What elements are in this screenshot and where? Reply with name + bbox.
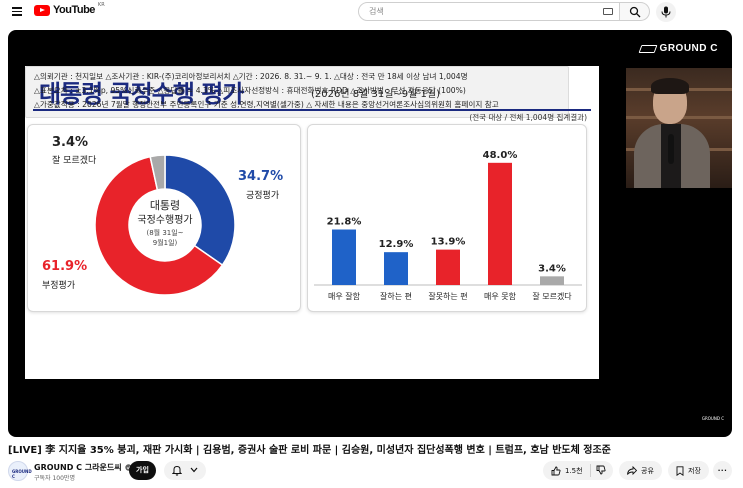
bar-3	[436, 249, 460, 285]
note-line-3: △가중값적용 : 2026년 7월말 행정안전부 주민등록인구 기준 성,연령,…	[34, 100, 499, 109]
share-icon	[627, 466, 637, 475]
menu-icon[interactable]	[12, 5, 24, 17]
subscribe-bell-button[interactable]	[164, 461, 206, 480]
pie-center-line-1: 대통령	[150, 199, 180, 212]
unknown-pct-label: 3.4%	[52, 135, 89, 150]
search-input[interactable]: 검색	[358, 2, 620, 21]
like-divider	[590, 464, 591, 477]
bar-category-label-2: 잘하는 편	[380, 291, 412, 301]
thumbs-down-icon[interactable]	[596, 465, 606, 475]
channel-avatar[interactable]: GROUND C	[8, 461, 32, 481]
like-count: 1.5천	[565, 466, 583, 475]
slide-date: (2026년 8월 31일~9월 1일)	[311, 89, 440, 100]
channel-watermark: GROUND C	[638, 43, 718, 54]
bar-5	[540, 276, 564, 285]
pie-slice-1	[164, 154, 236, 267]
share-label: 공유	[641, 466, 654, 475]
search-placeholder: 검색	[369, 7, 384, 16]
search-icon	[629, 6, 641, 18]
negative-pct-label: 61.9%	[42, 259, 88, 274]
bar-value-label-5: 3.4%	[538, 263, 566, 274]
bar-value-label-3: 13.9%	[431, 237, 466, 248]
pie-slice-3	[149, 154, 166, 191]
keyboard-icon[interactable]	[603, 8, 613, 15]
positive-pct-label: 34.7%	[238, 169, 284, 184]
save-label: 저장	[688, 466, 701, 475]
channel-row: GROUND C GROUND C 그라운드씨 구독자 100만명 가입 1.5…	[8, 459, 735, 483]
pie-center-line-2: 국정수행평가	[137, 214, 192, 226]
youtube-logo[interactable]: YouTube KR	[34, 2, 105, 16]
ground-c-logo-icon	[638, 44, 658, 53]
bar-category-label-3: 잘못하는 편	[428, 291, 467, 301]
bar-value-label-2: 12.9%	[379, 239, 414, 250]
logo-text: YouTube	[53, 4, 95, 16]
note-line-1: △의뢰기관 : 천지일보 △조사기관 : KIR-(주)코리아정보리서치 △기간…	[34, 72, 468, 81]
subscriber-count: 구독자 100만명	[34, 475, 75, 482]
bar-4	[488, 162, 512, 285]
video-player[interactable]: GROUND C 대통령 국정수행 평가 (2026년 8월 31일~9월 1일…	[8, 30, 732, 437]
negative-label: 부정평가	[42, 281, 76, 291]
pie-center-line-4: 9월1일)	[153, 238, 178, 247]
bar-chart-panel: 21.8% 매우 잘함 12.9% 잘하는 편 13.9% 잘못하는 편 48.0% 매우 못…	[307, 124, 587, 312]
channel-name[interactable]: GROUND C 그라운드씨	[34, 462, 133, 473]
avatar-text: GROUND C	[12, 469, 32, 479]
like-button[interactable]: 1.5천	[543, 461, 613, 480]
play-logo-icon	[34, 4, 50, 16]
poll-slide: 대통령 국정수행 평가 (2026년 8월 31일~9월 1일) (전국 대상 …	[25, 66, 599, 379]
save-button[interactable]: 저장	[668, 461, 709, 480]
slide-title: 대통령 국정수행 평가	[39, 80, 244, 108]
microphone-icon	[661, 6, 671, 18]
bar-chart: 21.8% 매우 잘함 12.9% 잘하는 편 13.9% 잘못하는 편 48.0% 매우 못…	[314, 150, 582, 301]
sample-note: (전국 대상 / 전체 1,004명 집계결과)	[469, 113, 587, 122]
bar-value-label-1: 21.8%	[327, 217, 362, 228]
voice-search-button[interactable]	[656, 2, 676, 22]
presenter-camera	[626, 68, 732, 188]
watermark-text: GROUND C	[659, 43, 718, 54]
bar-value-label-4: 48.0%	[483, 150, 518, 161]
bar-category-label-4: 매우 못함	[484, 292, 517, 301]
bar-1	[332, 229, 356, 285]
pie-center-line-3: (8월 31일~	[146, 228, 183, 237]
bookmark-icon	[676, 465, 684, 476]
microphone-prop	[668, 134, 674, 164]
channel-name-text: GROUND C 그라운드씨	[34, 463, 122, 472]
bell-icon	[172, 465, 182, 476]
unknown-label: 잘 모르겠다	[52, 156, 97, 166]
chevron-down-icon	[190, 467, 198, 473]
positive-label: 긍정평가	[246, 191, 280, 201]
top-bar: YouTube KR 검색	[0, 0, 743, 24]
logo-region: KR	[97, 2, 105, 8]
note-line-2: △표본오차 : ±3.1%p, 95%신뢰수준 △응답률 = 4.3% △피조사…	[34, 86, 466, 95]
video-title: [LIVE] 李 지지율 35% 붕괴, 재판 가시화 | 김용범, 증권사 술…	[8, 445, 611, 456]
bar-category-label-1: 매우 잘함	[328, 292, 361, 301]
pie-slice-2	[94, 155, 224, 296]
pie-center	[130, 190, 200, 260]
bar-2	[384, 252, 408, 285]
title-divider	[33, 109, 591, 111]
join-button[interactable]: 가입	[129, 461, 156, 480]
survey-notes: △의뢰기관 : 천지일보 △조사기관 : KIR-(주)코리아정보리서치 △기간…	[25, 66, 569, 118]
more-actions-button[interactable]: ···	[713, 461, 732, 480]
bar-category-label-5: 잘 모르겠다	[532, 291, 572, 301]
corner-mark: GROUND C	[701, 416, 724, 421]
search-button[interactable]	[620, 2, 650, 21]
thumbs-up-icon	[551, 466, 561, 475]
share-button[interactable]: 공유	[619, 461, 662, 480]
